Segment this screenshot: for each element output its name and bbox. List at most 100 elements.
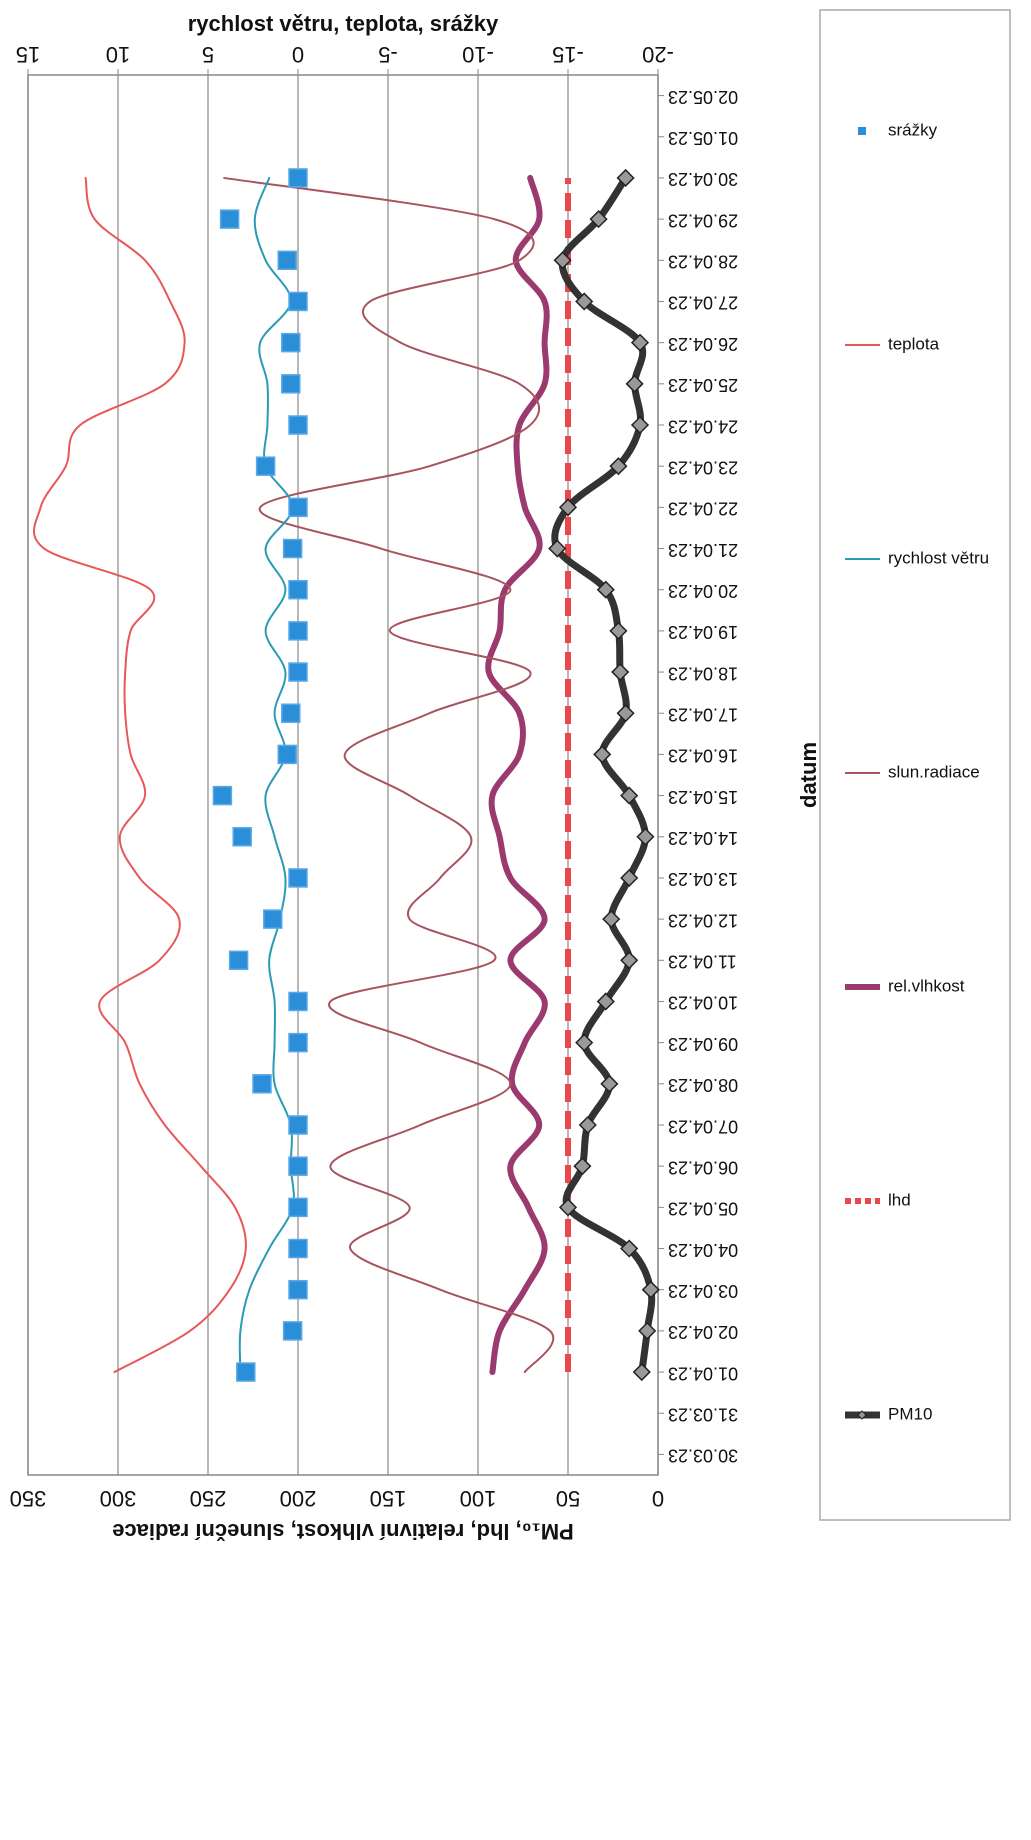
x-tick-label: 16.04.23	[668, 746, 738, 766]
x-tick-label: 30.04.23	[668, 169, 738, 189]
pm10-marker	[596, 992, 615, 1011]
rotated-chart: datum PM₁₀, lhd, relativní vlhkost, slun…	[10, 9, 1011, 1544]
x-tick-label: 18.04.23	[668, 663, 738, 683]
pm10-marker	[616, 704, 635, 723]
pm10-marker	[558, 498, 578, 517]
x-tick-label: 02.04.23	[668, 1322, 738, 1342]
pm10-marker	[609, 457, 628, 476]
legend-label: teplota	[888, 334, 940, 353]
x-tick-label: 10.04.23	[668, 993, 738, 1013]
pm10-marker	[548, 539, 567, 558]
x-tick-label: 21.04.23	[668, 540, 738, 560]
x-tick-label: 01.05.23	[668, 128, 738, 148]
legend-label: rel.vlhkost	[888, 976, 965, 995]
pm10-marker	[575, 292, 594, 311]
pm10-marker	[600, 1074, 619, 1093]
precip-point	[277, 250, 297, 271]
x-tick-label: 02.05.23	[668, 87, 738, 107]
x-tick-label: 23.04.23	[668, 457, 738, 477]
y2-tick-label: 10	[106, 42, 130, 67]
x-tick-label: 31.03.23	[668, 1404, 738, 1424]
precip-point	[281, 332, 301, 353]
legend-box	[819, 9, 1011, 1521]
precip-point	[282, 1321, 303, 1341]
x-tick-label: 04.04.23	[668, 1240, 738, 1260]
y2-tick-label: -15	[552, 42, 584, 67]
precip-point	[288, 1238, 308, 1259]
pm10-marker	[596, 580, 615, 599]
precip-point	[288, 662, 308, 682]
precip-point	[228, 950, 249, 971]
pm10-marker	[625, 374, 644, 393]
y2-tick-label: 5	[202, 42, 214, 67]
x-tick-label: 30.03.23	[668, 1446, 738, 1466]
pm10-marker	[593, 745, 612, 764]
y-tick-label: 150	[370, 1486, 407, 1511]
legend-marker	[858, 127, 866, 135]
y2-tick-label: -5	[378, 42, 398, 67]
y-tick-label: 250	[190, 1486, 227, 1511]
pm10-marker	[620, 786, 639, 805]
pm10-marker	[573, 1157, 592, 1176]
x-tick-label: 29.04.23	[668, 210, 738, 230]
x-tick-label: 11.04.23	[668, 952, 737, 972]
precip-point	[281, 703, 301, 723]
precip-point	[288, 621, 308, 641]
legend-label: lhd	[888, 1190, 911, 1209]
pm10-marker	[589, 210, 608, 229]
y2-tick-label: 15	[16, 42, 40, 67]
y-axis-title: PM₁₀, lhd, relativní vlhkost, sluneční r…	[112, 1519, 574, 1544]
pm10-marker	[553, 251, 572, 270]
x-tick-label: 09.04.23	[668, 1034, 738, 1054]
precip-point	[212, 785, 233, 806]
x-tick-label: 17.04.23	[668, 704, 738, 724]
legend-label: PM10	[888, 1404, 932, 1423]
x-tick-label: 03.04.23	[668, 1281, 738, 1301]
precip-point	[288, 1115, 308, 1135]
precip-point	[288, 1032, 308, 1053]
x-tick-label: 14.04.23	[668, 828, 738, 848]
legend-marker	[857, 1410, 867, 1420]
series-line	[223, 176, 554, 1374]
plot-frame	[27, 74, 659, 1476]
pm10-marker	[630, 333, 650, 352]
pm10-marker	[630, 415, 650, 435]
x-tick-label: 28.04.23	[668, 252, 738, 272]
precip-point	[282, 538, 303, 559]
precip-point	[288, 497, 308, 518]
pm10-marker	[558, 1198, 578, 1217]
pm10-marker	[609, 621, 628, 640]
y-tick-label: 300	[100, 1486, 137, 1511]
precip-point	[277, 744, 297, 765]
y-tick-label: 350	[10, 1486, 47, 1511]
x-tick-label: 22.04.23	[668, 499, 738, 519]
x-tick-label: 08.04.23	[668, 1075, 738, 1095]
series-line	[33, 176, 247, 1374]
pm10-marker	[636, 827, 655, 846]
y-tick-label: 200	[280, 1486, 317, 1511]
pm10-marker	[620, 868, 639, 888]
x-tick-label: 20.04.23	[668, 581, 738, 601]
x-tick-label: 15.04.23	[668, 787, 738, 807]
x-tick-label: 26.04.23	[668, 334, 738, 354]
precip-point	[255, 456, 276, 476]
precip-point	[252, 1074, 272, 1094]
precip-point	[236, 1362, 256, 1382]
precip-point	[288, 1197, 308, 1218]
legend-label: slun.radiace	[888, 762, 980, 781]
pm10-marker	[638, 1321, 657, 1340]
pm10-marker	[611, 662, 630, 682]
y2-axis-title: rychlost větru, teplota, srážky	[188, 11, 499, 36]
y-tick-label: 50	[556, 1486, 580, 1511]
x-tick-label: 07.04.23	[668, 1116, 738, 1136]
pm10-marker	[632, 1362, 651, 1382]
precip-point	[263, 909, 283, 929]
legend-label: srážky	[888, 120, 938, 139]
precip-point	[219, 209, 240, 229]
pm10-marker	[602, 910, 621, 929]
x-tick-label: 13.04.23	[668, 869, 738, 889]
x-tick-label: 06.04.23	[668, 1157, 738, 1177]
series-line	[238, 176, 295, 1374]
precip-point	[288, 868, 308, 888]
precip-point	[288, 291, 308, 312]
